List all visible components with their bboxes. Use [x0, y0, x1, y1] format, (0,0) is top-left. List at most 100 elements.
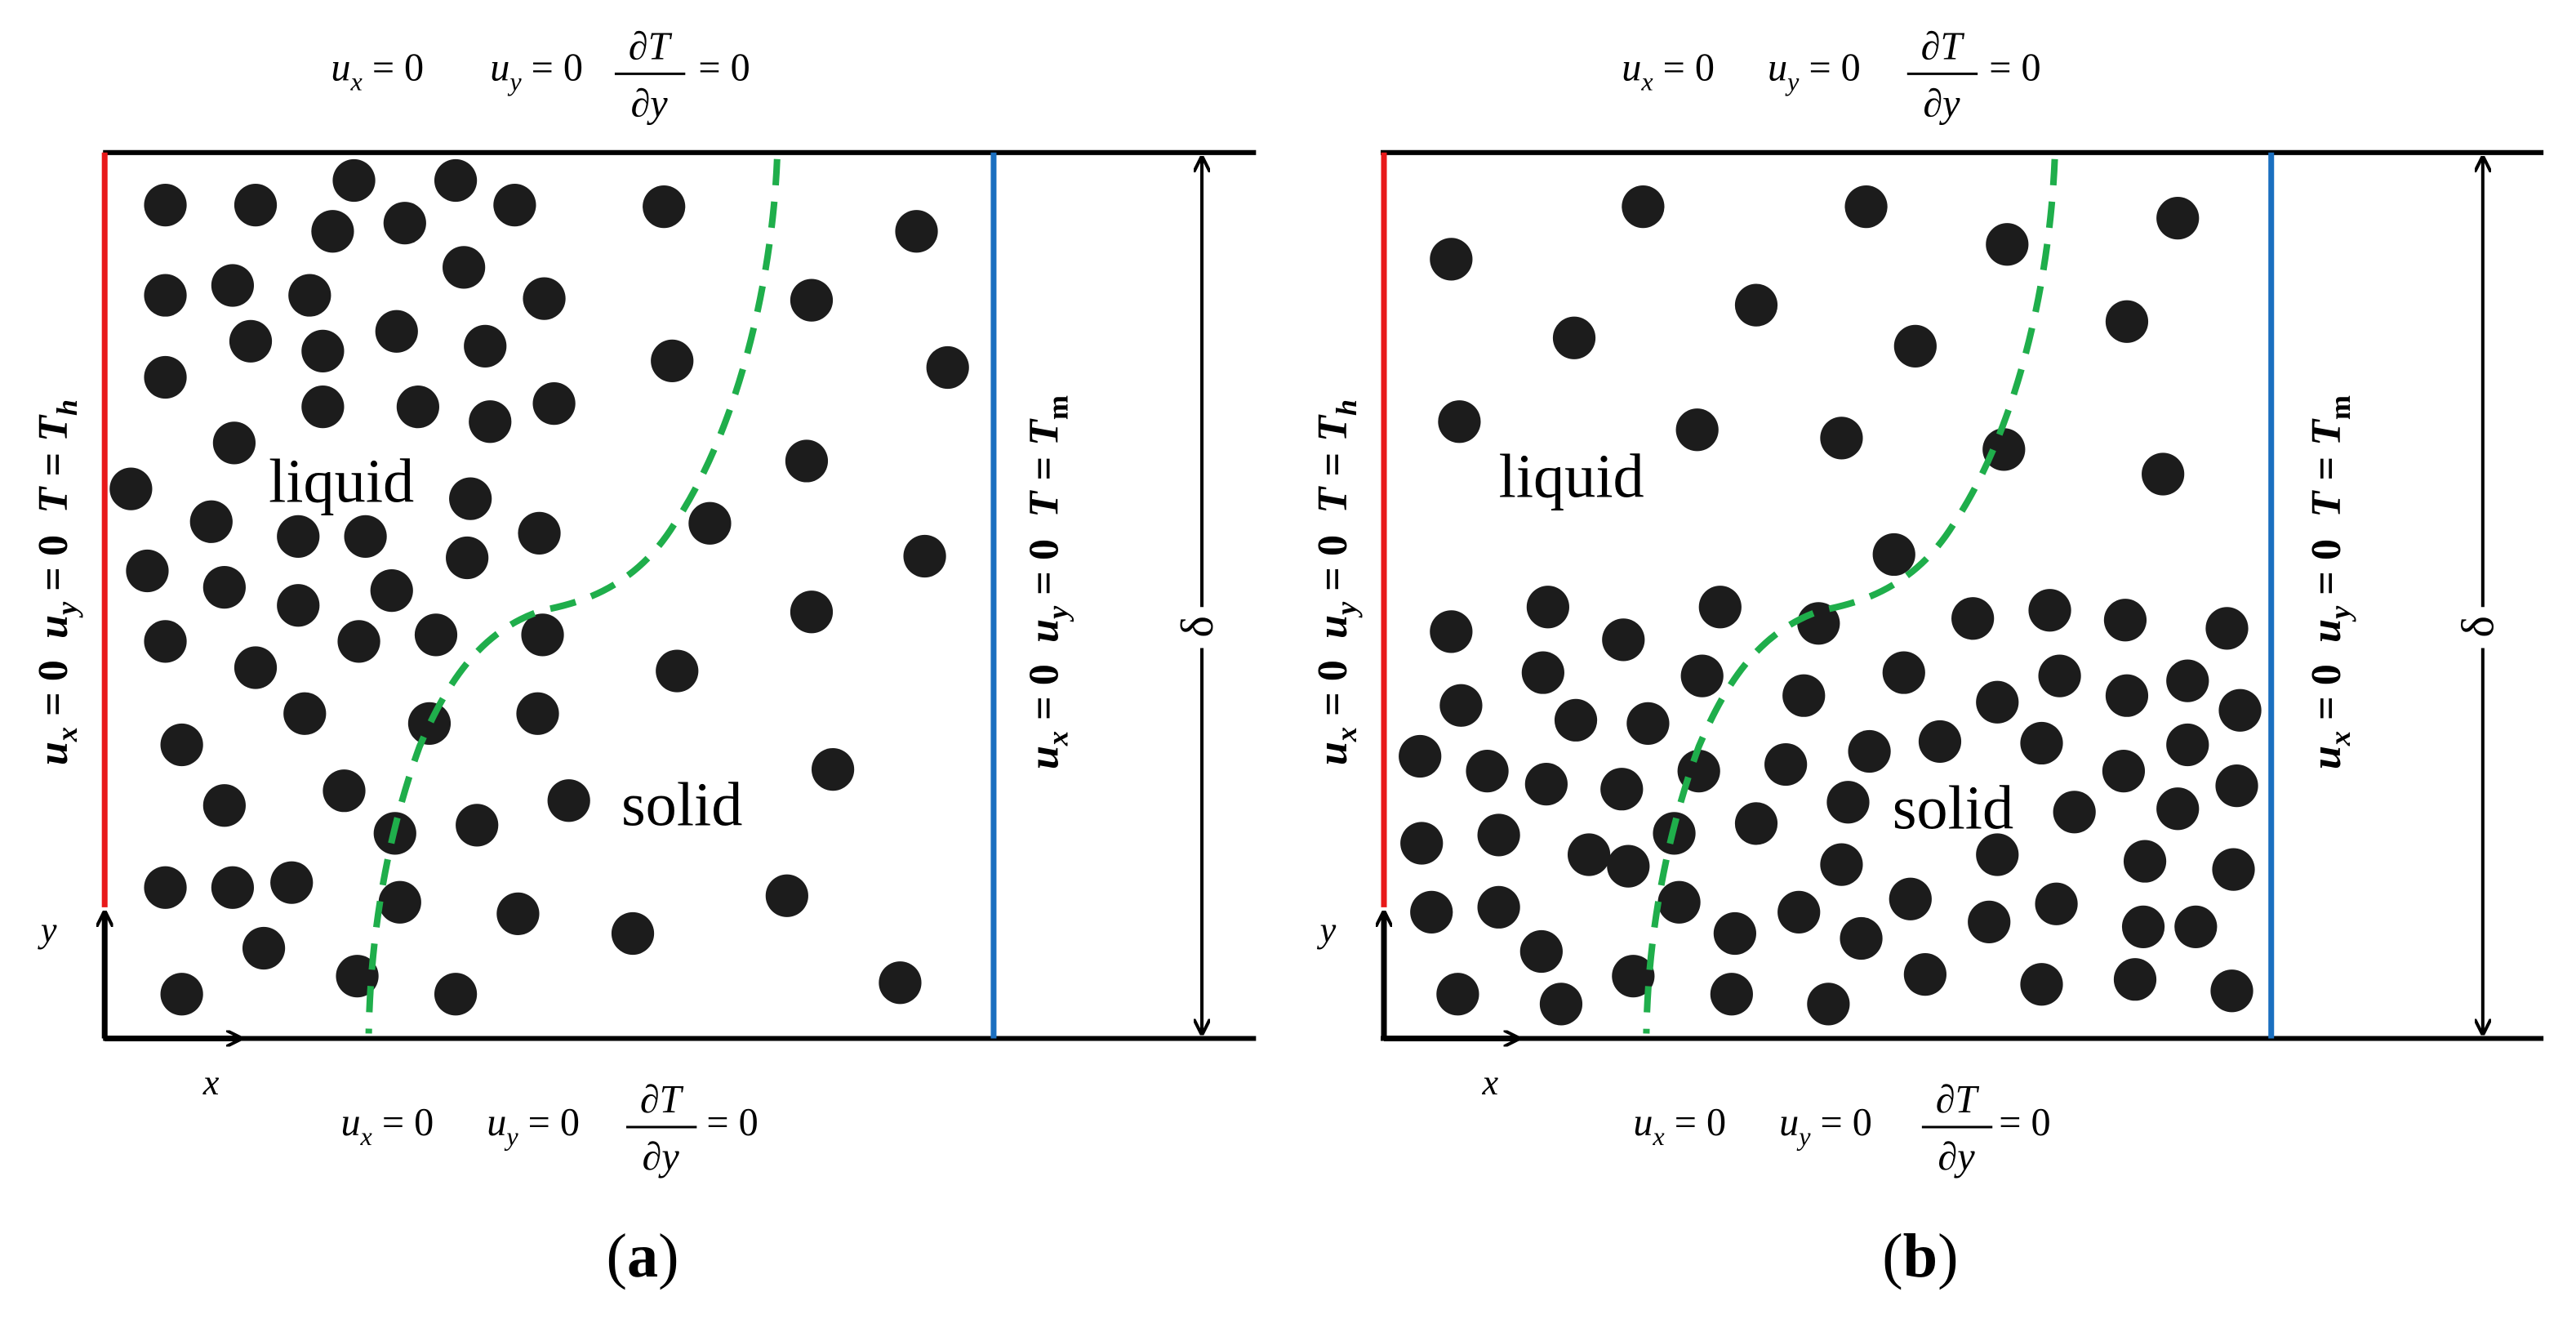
particle	[1889, 877, 1932, 920]
particle	[332, 158, 376, 203]
particle	[2156, 787, 2200, 831]
particle	[1521, 651, 1564, 694]
particle	[1734, 802, 1778, 845]
particle	[1982, 428, 2026, 471]
particle	[2215, 764, 2258, 808]
particle	[1986, 223, 2029, 266]
panel-a-label: (a)	[607, 1221, 679, 1290]
particle	[811, 747, 855, 791]
particle	[1782, 674, 1826, 717]
panel-a-melt-front	[365, 158, 781, 1034]
particle	[189, 500, 233, 543]
particle	[1430, 610, 1473, 653]
panel-b-axis-x-label: x	[1482, 1063, 1499, 1103]
particle	[1968, 900, 2011, 944]
particle	[456, 804, 499, 847]
svg-text:∂y: ∂y	[643, 1135, 680, 1179]
particle	[1612, 955, 1655, 998]
panel-a: y x δ liquid solid ux = 0 uy = 0 ∂T ∂y =…	[29, 25, 1257, 1290]
particle	[2053, 791, 2096, 834]
svg-text:uy = 0: uy = 0	[1768, 46, 1861, 96]
particle	[493, 183, 536, 227]
particle	[765, 874, 808, 917]
svg-text:ux = 0: ux = 0	[331, 46, 424, 96]
svg-text:∂y: ∂y	[1938, 1135, 1975, 1179]
particle	[1680, 654, 1724, 697]
particle	[2113, 958, 2157, 1001]
particle	[2174, 905, 2218, 949]
particle	[443, 246, 486, 289]
svg-text:= 0: = 0	[1999, 1101, 2050, 1144]
particle	[2020, 963, 2063, 1006]
panel-b-melt-front	[1643, 158, 2058, 1034]
svg-text:∂T: ∂T	[640, 1078, 684, 1121]
panel-a-top-boundary-condition: ux = 0 uy = 0 ∂T ∂y = 0	[331, 25, 750, 125]
svg-text:∂y: ∂y	[1923, 82, 1960, 126]
particle	[1439, 684, 1483, 727]
svg-text:ux = 0: ux = 0	[1622, 46, 1715, 96]
panel-a-solid-label: solid	[621, 769, 742, 839]
particle	[144, 183, 187, 227]
particle	[434, 973, 478, 1016]
particle	[1826, 781, 1870, 824]
particle	[375, 310, 418, 353]
particle	[160, 973, 203, 1016]
particle	[1399, 734, 1442, 778]
particle	[337, 620, 380, 663]
particle	[323, 769, 366, 813]
svg-text:uy = 0: uy = 0	[490, 46, 583, 96]
panel-b-axis-y-label: y	[1317, 910, 1337, 950]
particle	[301, 329, 345, 372]
svg-text:∂T: ∂T	[1921, 25, 1965, 68]
particle	[414, 613, 458, 657]
particle	[785, 439, 829, 483]
particle	[1872, 533, 1915, 577]
particle	[516, 692, 559, 735]
panel-b-top-boundary-condition: ux = 0 uy = 0 ∂T ∂y = 0	[1622, 25, 2040, 125]
particle	[2038, 654, 2081, 697]
particle	[407, 702, 452, 745]
svg-text:uy = 0: uy = 0	[487, 1101, 580, 1151]
particle	[383, 202, 426, 245]
particle	[1524, 763, 1568, 806]
particle	[1675, 408, 1719, 452]
particle	[1436, 973, 1479, 1016]
svg-text:uy = 0: uy = 0	[1779, 1101, 1872, 1151]
particle	[449, 477, 492, 520]
panel-b-bottom-boundary-condition: ux = 0 uy = 0 ∂T ∂y = 0	[1633, 1078, 2050, 1179]
particle	[1567, 833, 1611, 876]
particle	[2123, 840, 2167, 883]
particle	[656, 649, 699, 693]
panel-b-dimension-label: δ	[2454, 616, 2504, 638]
particle	[277, 515, 320, 558]
particle	[1626, 702, 1670, 745]
particle	[242, 926, 286, 970]
particle	[202, 784, 246, 827]
particle	[1893, 324, 1937, 368]
particle	[1882, 651, 1925, 694]
particle	[2028, 589, 2071, 632]
particle	[1552, 316, 1596, 359]
particle	[1903, 953, 1946, 996]
particle	[651, 339, 694, 383]
particle	[211, 866, 255, 909]
panel-a-right-boundary-condition: ux = 0 uy = 0 T = Tm	[1020, 395, 1074, 769]
particle	[301, 385, 345, 429]
particle	[1807, 983, 1850, 1026]
particle	[1600, 768, 1644, 811]
particles-b	[1399, 185, 2262, 1026]
particle	[643, 185, 686, 229]
panel-b-liquid-label: liquid	[1499, 442, 1644, 511]
particle	[212, 421, 256, 465]
panel-b-solid-label: solid	[1893, 773, 2013, 842]
particle	[2121, 905, 2165, 949]
particle	[790, 279, 834, 322]
particle	[1400, 822, 1444, 865]
particle	[1430, 238, 1473, 281]
particle	[311, 210, 354, 253]
svg-text:= 0: = 0	[698, 46, 750, 89]
panel-b-right-boundary-condition: ux = 0 uy = 0 T = Tm	[2302, 395, 2356, 769]
particle	[1554, 698, 1598, 742]
particle	[144, 866, 187, 909]
